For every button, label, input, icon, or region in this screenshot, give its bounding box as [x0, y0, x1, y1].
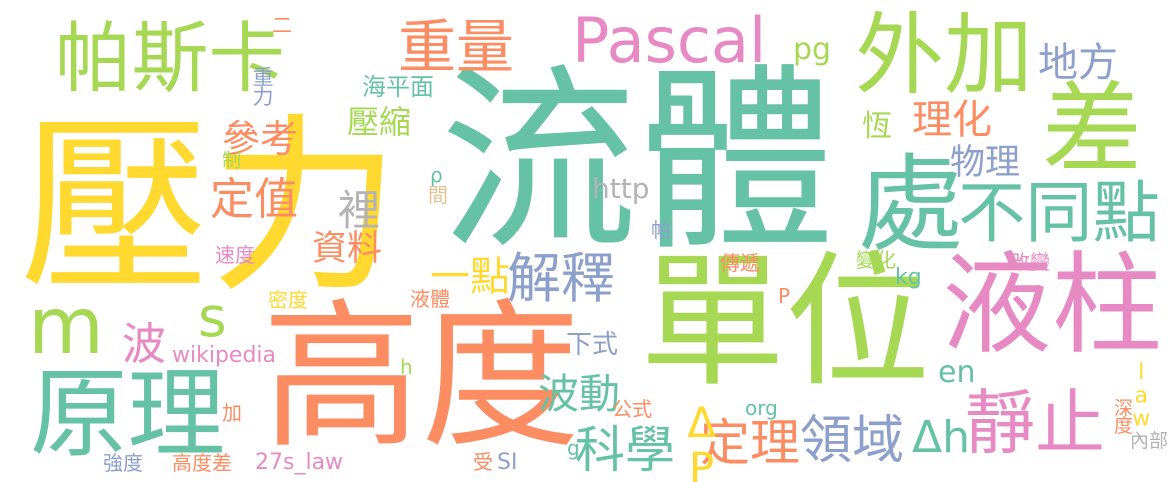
- word-cloud-word: 定值: [210, 174, 298, 225]
- word-cloud-word: 強度: [103, 451, 143, 475]
- word-cloud-word: 下式: [566, 330, 619, 360]
- word-cloud-word: Pascal: [572, 4, 767, 77]
- word-cloud-word: 變化: [856, 248, 896, 272]
- word-cloud-word: 流體: [440, 46, 835, 277]
- word-cloud-word: 定理: [700, 414, 800, 472]
- word-cloud-word: 海平面: [362, 73, 434, 101]
- word-cloud-word: Δh: [912, 411, 970, 463]
- word-cloud-word: 處: [858, 144, 964, 266]
- word-cloud-word: ρ: [430, 163, 443, 187]
- word-cloud-word: 一點: [430, 254, 510, 300]
- word-cloud-word: 帕: [651, 218, 671, 242]
- word-cloud-word: 領域: [800, 411, 905, 471]
- word-cloud-word: wikipedia: [172, 343, 277, 368]
- word-cloud-word: 受: [473, 450, 493, 474]
- word-cloud-word: 重量: [398, 13, 515, 81]
- word-cloud-word: 高度: [262, 285, 580, 470]
- word-cloud-word: 壓力: [20, 96, 401, 318]
- word-cloud-word: org: [745, 396, 778, 420]
- word-cloud-word: 靜止: [965, 381, 1105, 464]
- word-cloud-word: s: [198, 285, 227, 349]
- word-cloud-word: 不同點: [958, 174, 1160, 253]
- word-cloud-word: 傳遞: [720, 251, 760, 275]
- word-cloud-word: 波: [122, 319, 166, 370]
- word-cloud-word: 地方: [1038, 40, 1118, 86]
- word-cloud-word: http: [592, 172, 650, 205]
- word-cloud-word: 深度: [1111, 398, 1133, 433]
- word-cloud-word: 加: [222, 401, 242, 425]
- word-cloud-word: 解釋: [507, 246, 615, 310]
- word-cloud-word: 物理: [950, 142, 1021, 183]
- word-cloud-word: en: [938, 355, 976, 390]
- word-cloud-word: 裡: [338, 186, 381, 235]
- word-cloud-word: 高度差: [172, 451, 232, 475]
- word-cloud-word: pg: [793, 32, 832, 67]
- word-cloud-word: 恆: [862, 109, 892, 144]
- word-cloud-word: 液柱: [942, 241, 1162, 369]
- word-cloud-word: 間: [428, 183, 448, 207]
- word-cloud-word: 外加: [855, 3, 1033, 107]
- word-cloud-word: 帕斯卡: [55, 14, 286, 104]
- word-cloud-word: h: [400, 355, 413, 379]
- word-cloud-word: kg: [895, 265, 922, 290]
- word-cloud-word: 科學: [575, 421, 675, 479]
- word-cloud-word: 參考: [222, 117, 299, 161]
- word-cloud-word: 27s_law: [255, 450, 344, 475]
- word-cloud-word: m: [28, 282, 104, 372]
- word-cloud-word: 制: [219, 150, 241, 168]
- word-cloud-word: 原理: [30, 357, 226, 472]
- word-cloud-word: 公式: [612, 397, 652, 421]
- word-cloud-word: P: [778, 284, 791, 308]
- word-cloud-word: 改變: [1010, 250, 1050, 274]
- word-cloud-word: 重力: [250, 66, 276, 105]
- word-cloud-word: 資料: [312, 229, 383, 269]
- word-cloud-word: 二: [272, 13, 292, 37]
- word-cloud-word: 波動: [538, 369, 620, 418]
- word-cloud-word: SI: [497, 450, 518, 475]
- word-cloud-word: 速度: [215, 243, 255, 267]
- word-cloud-word: 密度: [268, 288, 308, 312]
- word-cloud-word: 壓縮: [347, 103, 412, 141]
- word-cloud-word: ΔP: [677, 398, 727, 482]
- word-cloud-word: 差: [1042, 71, 1142, 188]
- word-cloud-word: 內部: [1130, 429, 1169, 452]
- word-cloud-word: 液體: [410, 287, 450, 311]
- word-cloud-word: 單位: [640, 238, 930, 407]
- word-cloud-word: g: [567, 436, 580, 460]
- word-cloud-word: 理化: [912, 97, 992, 143]
- word-cloud-word: law: [1128, 360, 1154, 430]
